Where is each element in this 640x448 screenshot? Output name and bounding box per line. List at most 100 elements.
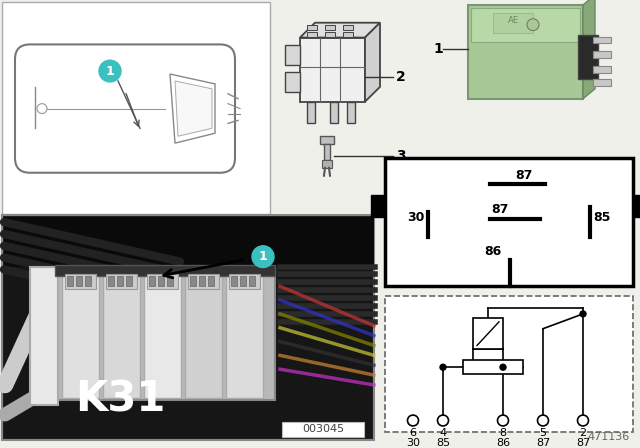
- Bar: [385, 158, 633, 286]
- Bar: [30, 267, 58, 405]
- Text: 87: 87: [515, 169, 532, 182]
- Circle shape: [440, 364, 446, 370]
- Bar: [208, 276, 214, 286]
- Bar: [185, 275, 222, 398]
- Bar: [147, 275, 178, 289]
- Bar: [55, 271, 275, 400]
- Text: 30: 30: [407, 211, 424, 224]
- Text: 5: 5: [540, 428, 547, 438]
- Text: 3: 3: [396, 149, 406, 163]
- Bar: [231, 276, 237, 286]
- Bar: [300, 38, 365, 102]
- Polygon shape: [365, 23, 380, 102]
- Bar: [307, 102, 315, 123]
- Text: 86: 86: [496, 438, 510, 448]
- Circle shape: [99, 60, 121, 82]
- Text: K31: K31: [75, 379, 165, 421]
- Circle shape: [538, 415, 548, 426]
- Text: 471136: 471136: [588, 432, 630, 442]
- Bar: [282, 422, 364, 437]
- Bar: [2, 2, 270, 214]
- Bar: [320, 136, 334, 144]
- Circle shape: [577, 415, 589, 426]
- Bar: [285, 45, 300, 65]
- Bar: [325, 32, 335, 37]
- Bar: [4, 217, 374, 267]
- Bar: [108, 276, 114, 286]
- Text: 2: 2: [579, 428, 587, 438]
- Bar: [347, 102, 355, 123]
- Bar: [190, 276, 196, 286]
- Text: 1: 1: [433, 43, 443, 56]
- Polygon shape: [583, 0, 595, 99]
- Text: 87: 87: [492, 203, 509, 216]
- Bar: [85, 276, 91, 286]
- Bar: [593, 66, 611, 73]
- Bar: [158, 276, 164, 286]
- Bar: [188, 275, 219, 289]
- Bar: [229, 275, 260, 289]
- Circle shape: [580, 311, 586, 317]
- Text: 003045: 003045: [302, 424, 344, 435]
- Polygon shape: [175, 81, 212, 136]
- Bar: [126, 276, 132, 286]
- Bar: [578, 34, 598, 79]
- Circle shape: [37, 103, 47, 113]
- Bar: [226, 275, 263, 398]
- Circle shape: [252, 246, 274, 267]
- Text: 30: 30: [406, 438, 420, 448]
- Bar: [4, 217, 372, 438]
- Text: 86: 86: [484, 245, 502, 258]
- Bar: [473, 318, 503, 349]
- Text: 1: 1: [106, 65, 115, 78]
- Bar: [144, 275, 181, 398]
- Bar: [103, 275, 140, 398]
- Text: AE: AE: [508, 16, 518, 25]
- Text: 85: 85: [594, 211, 611, 224]
- Bar: [593, 37, 611, 43]
- Bar: [240, 276, 246, 286]
- Text: 85: 85: [436, 438, 450, 448]
- Bar: [322, 160, 332, 168]
- Polygon shape: [300, 23, 380, 38]
- Bar: [385, 296, 633, 432]
- Bar: [468, 5, 583, 99]
- Bar: [330, 102, 338, 123]
- Text: 87: 87: [576, 438, 590, 448]
- Bar: [106, 275, 137, 289]
- FancyBboxPatch shape: [15, 44, 235, 173]
- Bar: [249, 276, 255, 286]
- Text: 87: 87: [536, 438, 550, 448]
- Bar: [76, 276, 82, 286]
- Bar: [167, 276, 173, 286]
- Bar: [149, 276, 155, 286]
- Circle shape: [500, 364, 506, 370]
- Text: 8: 8: [499, 428, 507, 438]
- Bar: [55, 265, 275, 276]
- Bar: [633, 195, 640, 217]
- Bar: [67, 276, 73, 286]
- Bar: [493, 13, 533, 33]
- Circle shape: [438, 415, 449, 426]
- Bar: [65, 275, 96, 289]
- Text: 1: 1: [259, 250, 268, 263]
- Bar: [2, 215, 374, 440]
- Bar: [117, 276, 123, 286]
- Bar: [307, 32, 317, 37]
- Bar: [593, 52, 611, 58]
- Bar: [471, 8, 580, 43]
- Circle shape: [527, 19, 539, 30]
- Bar: [343, 25, 353, 30]
- Bar: [593, 79, 611, 86]
- Polygon shape: [170, 74, 215, 143]
- Text: 2: 2: [396, 70, 406, 84]
- Bar: [463, 360, 523, 374]
- Bar: [325, 25, 335, 30]
- Bar: [62, 275, 99, 398]
- Circle shape: [408, 415, 419, 426]
- Text: 4: 4: [440, 428, 447, 438]
- Bar: [307, 25, 317, 30]
- Bar: [343, 32, 353, 37]
- Circle shape: [497, 415, 509, 426]
- Bar: [285, 72, 300, 92]
